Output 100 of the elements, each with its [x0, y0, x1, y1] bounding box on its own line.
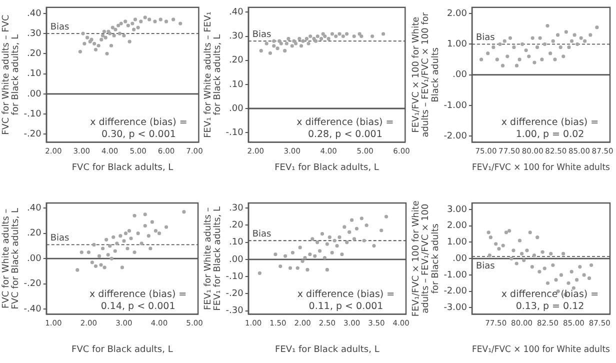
point: [279, 42, 283, 46]
point: [110, 26, 114, 30]
x-axis-title: FEV₁/FVC × 100 for White adults: [472, 162, 610, 174]
point: [290, 44, 294, 48]
point: [136, 26, 140, 30]
point: [330, 250, 334, 254]
point: [332, 238, 336, 242]
y-tick-label: -.20: [24, 279, 42, 290]
point: [298, 36, 302, 40]
point: [334, 34, 338, 38]
point: [104, 238, 108, 242]
point: [508, 229, 512, 233]
y-tick-label: .20: [229, 56, 244, 66]
point: [512, 45, 516, 50]
point: [562, 54, 566, 58]
point: [362, 238, 366, 242]
point: [527, 54, 531, 58]
point: [583, 39, 587, 43]
point: [501, 244, 505, 248]
x-axis-title: FEV₁ for Black adults, L: [275, 344, 380, 355]
y-tick-label: .30: [229, 32, 244, 42]
point: [272, 44, 276, 48]
point: [296, 266, 300, 270]
point: [182, 210, 186, 214]
point: [548, 52, 552, 56]
point: [322, 256, 327, 260]
point: [510, 256, 514, 260]
y-tick-label: .00: [27, 254, 42, 264]
ref-line-label: Bias: [476, 261, 496, 272]
point: [554, 278, 558, 282]
point: [308, 34, 312, 38]
point: [158, 18, 162, 22]
point: [86, 250, 90, 254]
y-axis-title: FVC for White adults – FVC for Black adults, L: [1, 208, 22, 310]
point: [127, 229, 132, 233]
y-tick-label: 1.00: [446, 238, 468, 248]
point: [345, 32, 349, 36]
point: [118, 32, 122, 36]
point: [278, 39, 282, 43]
point: [124, 232, 128, 236]
point: [358, 32, 362, 36]
point: [570, 270, 574, 274]
y-tick-label: .00: [452, 70, 468, 80]
point: [118, 234, 122, 238]
point: [341, 34, 345, 38]
point: [143, 212, 147, 216]
point: [595, 26, 599, 30]
point: [298, 246, 302, 250]
point: [164, 225, 168, 229]
point: [101, 246, 105, 250]
y-tick-label: -.30: [226, 306, 244, 316]
y-tick-label: .10: [229, 80, 244, 90]
y-tick-label: 2.00: [446, 8, 468, 19]
point: [268, 51, 272, 55]
point: [306, 268, 310, 272]
y-tick-label: .20: [229, 220, 244, 231]
point: [132, 28, 136, 32]
point: [112, 235, 116, 239]
y-tick-label: -2.00: [444, 131, 468, 142]
point: [154, 229, 158, 233]
y-tick-label: 3.00: [446, 204, 468, 215]
point: [338, 32, 342, 36]
point: [572, 33, 576, 37]
point: [284, 254, 288, 258]
point: [92, 42, 96, 46]
point: [146, 234, 150, 238]
point: [140, 242, 144, 246]
point: [502, 39, 506, 43]
point: [326, 36, 330, 40]
point: [132, 214, 136, 218]
y-tick-label: -1.00: [444, 270, 468, 280]
ref-line-label: Bias: [252, 229, 272, 240]
point: [352, 237, 356, 241]
point: [112, 34, 116, 38]
point: [148, 18, 152, 22]
y-tick-label: .10: [229, 238, 244, 248]
point: [530, 264, 534, 269]
point: [104, 36, 108, 40]
y-tick-label: 1.00: [446, 40, 468, 50]
point: [551, 39, 555, 43]
point: [559, 273, 564, 277]
point: [274, 252, 278, 256]
point: [319, 36, 324, 40]
point: [290, 250, 294, 254]
point: [164, 20, 168, 24]
y-tick-label: .00: [452, 254, 468, 264]
point: [532, 254, 536, 258]
point: [508, 36, 512, 40]
point: [76, 268, 80, 272]
point: [301, 39, 305, 43]
point: [582, 273, 586, 277]
y-tick-label: -.20: [24, 129, 42, 140]
point: [148, 246, 152, 250]
point: [94, 264, 98, 268]
point: [90, 260, 94, 264]
point: [500, 64, 505, 68]
point: [384, 214, 388, 218]
point: [102, 30, 106, 34]
point: [587, 276, 592, 280]
y-tick-label: -2.00: [444, 286, 468, 297]
